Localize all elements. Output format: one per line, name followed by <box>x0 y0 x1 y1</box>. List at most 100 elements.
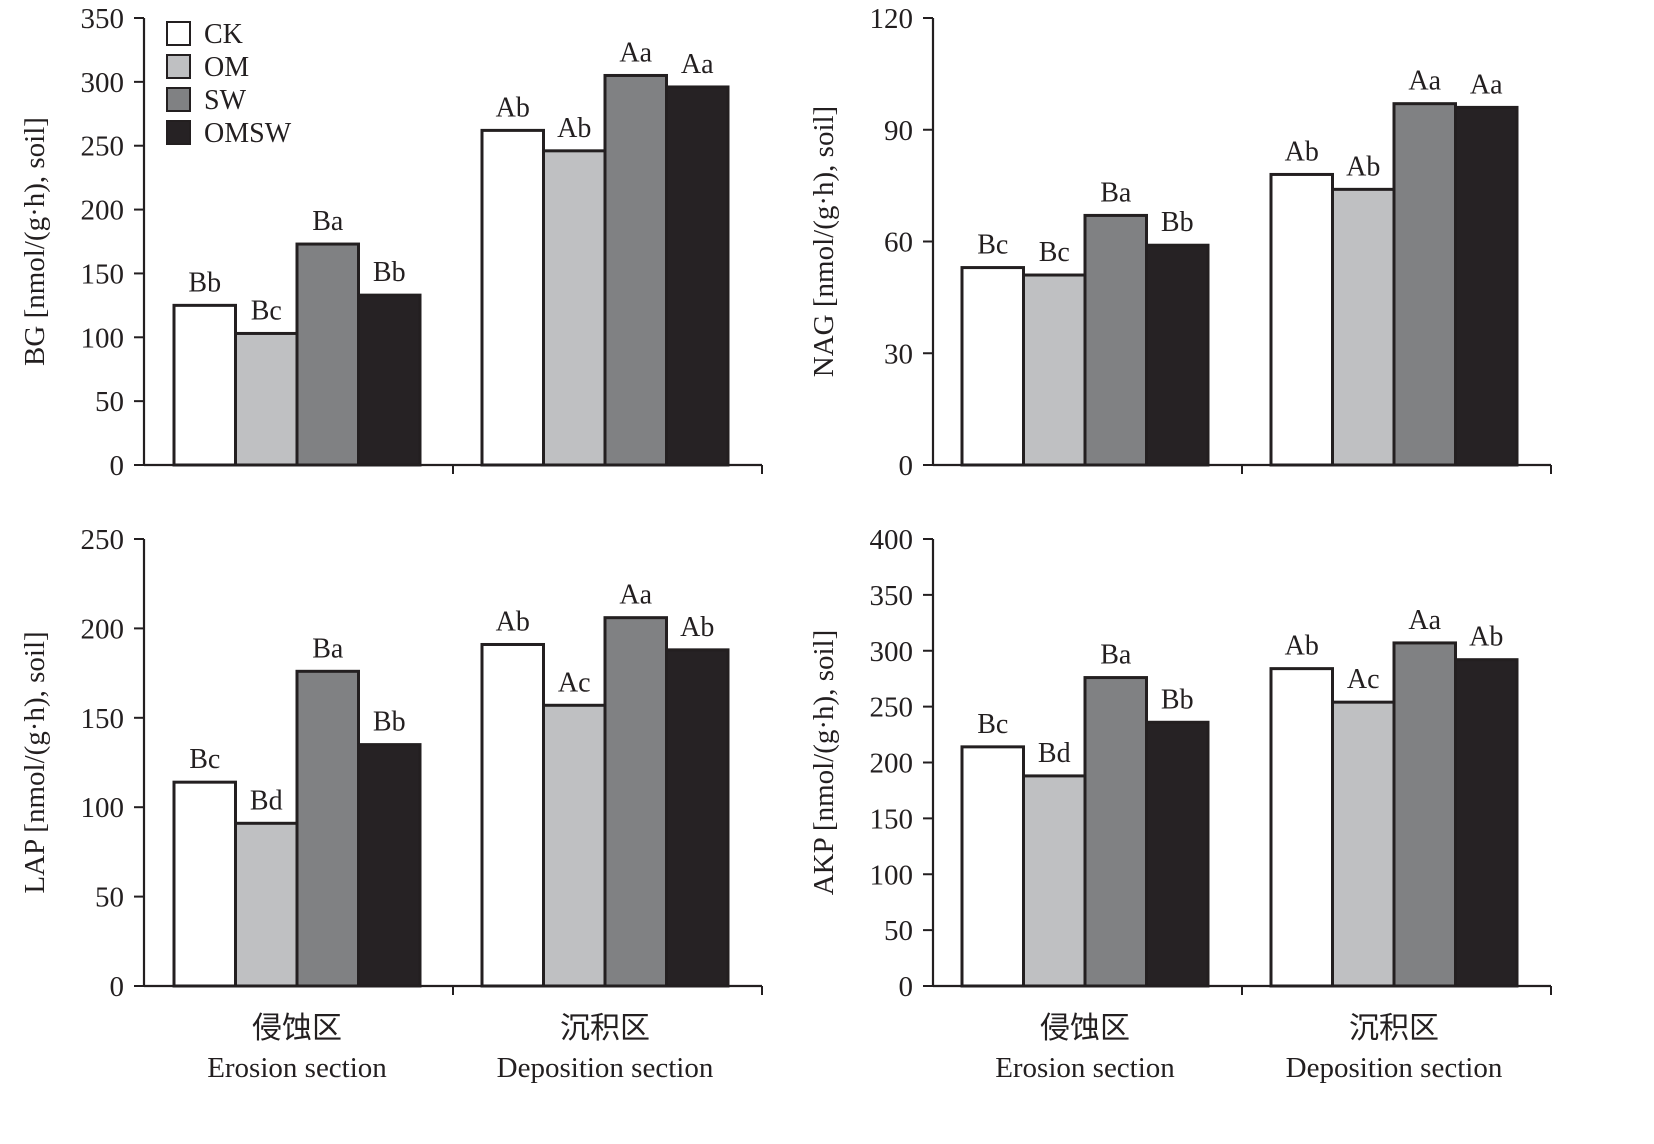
data-label: Bb <box>373 257 406 288</box>
y-tick-label: 350 <box>81 3 125 35</box>
data-label: Ab <box>680 612 714 643</box>
data-label: Aa <box>681 49 714 80</box>
y-tick-label: 0 <box>899 450 914 482</box>
bar-ck <box>1269 667 1334 988</box>
x-category-label-en: Deposition section <box>1286 1052 1503 1084</box>
y-tick-label: 100 <box>81 792 125 824</box>
legend-swatch-ck <box>166 21 191 46</box>
bar-ck <box>172 303 237 467</box>
y-tick-label: 100 <box>870 859 914 891</box>
legend-swatch-omsw <box>166 120 191 145</box>
y-tick-label: 90 <box>884 115 913 147</box>
legend-swatch-om <box>166 54 191 79</box>
y-tick-label: 60 <box>884 227 913 259</box>
y-tick-label: 200 <box>81 195 125 227</box>
chart-panel-3: 0 50 100 150 200 250 LAP [nmol/(g·h), soil] Bc A… <box>19 524 763 1084</box>
y-tick-label: 250 <box>81 524 125 556</box>
data-label: Bd <box>250 785 283 816</box>
y-tick-label: 150 <box>81 258 125 290</box>
y-tick-label: 50 <box>95 882 124 914</box>
data-label: Ab <box>1346 151 1380 182</box>
data-label: Bc <box>251 295 282 326</box>
bar-sw <box>603 616 668 988</box>
bar-ck <box>1269 172 1334 467</box>
chart-panel-4: 0 50 100 150 200 250 300 350 400 AKP [nmol/(g·h),… <box>808 524 1552 1084</box>
y-tick-label: 120 <box>870 3 914 35</box>
y-axis-label: BG [nmol/(g·h), soil] <box>19 117 51 366</box>
bar-om <box>1331 187 1396 467</box>
legend-label: SW <box>204 85 247 116</box>
bar-omsw <box>357 293 422 467</box>
data-label: Ab <box>1469 622 1503 653</box>
bar-om <box>542 149 607 467</box>
bar-omsw <box>665 85 730 467</box>
legend-label: OMSW <box>204 118 292 149</box>
legend-swatch-sw <box>166 87 191 112</box>
bar-ck <box>480 642 545 988</box>
data-label: Ab <box>557 113 591 144</box>
bar-omsw <box>1454 105 1519 467</box>
data-label: Bb <box>373 707 406 738</box>
x-category-label-zh: 沉积区 <box>560 1012 650 1045</box>
bar-sw <box>1392 102 1457 467</box>
y-tick-label: 50 <box>95 386 124 418</box>
data-label: Bb <box>1161 684 1194 715</box>
legend-label: CK <box>204 19 243 50</box>
data-label: Bb <box>1161 207 1194 238</box>
bar-omsw <box>357 743 422 988</box>
bar-ck <box>960 266 1025 467</box>
y-tick-label: 100 <box>81 322 125 354</box>
y-tick-label: 300 <box>870 636 914 668</box>
y-tick-label: 250 <box>870 692 914 724</box>
y-axis-label: LAP [nmol/(g·h), soil] <box>19 631 51 893</box>
data-label: Ba <box>312 206 344 237</box>
y-tick-label: 150 <box>81 703 125 735</box>
x-category-label-en: Erosion section <box>995 1052 1175 1084</box>
y-tick-label: 0 <box>899 971 914 1003</box>
y-tick-label: 200 <box>81 613 125 645</box>
bar-om <box>1022 774 1087 988</box>
y-tick-label: 150 <box>870 803 914 835</box>
data-label: Aa <box>619 37 652 68</box>
bar-sw <box>295 669 360 988</box>
legend-label: OM <box>204 52 249 83</box>
x-category-label-zh: 侵蚀区 <box>1040 1012 1130 1045</box>
y-tick-label: 30 <box>884 338 913 370</box>
y-axis-label: AKP [nmol/(g·h), soil] <box>808 630 840 896</box>
data-label: Bc <box>977 709 1008 740</box>
chart-panel-1: 0 50 100 150 200 250 300 350 BG [nmol/(g·h), soi… <box>19 3 763 482</box>
bar-om <box>1331 700 1396 988</box>
x-category-label-en: Erosion section <box>207 1052 387 1084</box>
x-category-label-zh: 沉积区 <box>1349 1012 1439 1045</box>
data-label: Ab <box>1285 631 1319 662</box>
data-label: Aa <box>1408 66 1441 97</box>
y-axis-label: NAG [nmol/(g·h), soil] <box>808 106 840 377</box>
data-label: Ac <box>558 667 591 698</box>
data-label: Ba <box>1100 177 1132 208</box>
bar-sw <box>1083 213 1148 467</box>
bar-sw <box>603 73 668 467</box>
y-tick-label: 350 <box>870 580 914 612</box>
bar-om <box>1022 273 1087 467</box>
data-label: Ba <box>1100 640 1132 671</box>
data-label: Ab <box>496 606 530 637</box>
data-label: Ab <box>1285 136 1319 167</box>
x-category-label-en: Deposition section <box>497 1052 714 1084</box>
bar-ck <box>172 780 237 988</box>
x-category-label-zh: 侵蚀区 <box>252 1012 342 1045</box>
data-label: Aa <box>1470 69 1503 100</box>
y-tick-label: 0 <box>110 971 125 1003</box>
data-label: Ac <box>1347 664 1380 695</box>
bar-omsw <box>1145 720 1210 988</box>
chart-panel-2: 0 30 60 90 120 NAG [nmol/(g·h), soil] Bc Ab Bc Ab… <box>808 3 1552 482</box>
y-tick-label: 250 <box>81 131 125 163</box>
bar-sw <box>1392 641 1457 988</box>
bar-omsw <box>1145 243 1210 467</box>
bar-sw <box>295 242 360 467</box>
data-label: Bc <box>977 230 1008 261</box>
bar-om <box>234 821 299 988</box>
y-tick-label: 400 <box>870 524 914 556</box>
bar-om <box>234 331 299 467</box>
